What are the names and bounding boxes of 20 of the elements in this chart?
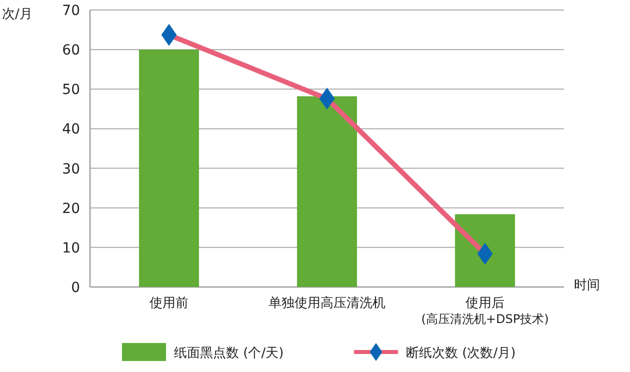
point bbox=[161, 24, 177, 46]
y-tick-label: 40 bbox=[62, 122, 80, 138]
y-tick-label: 50 bbox=[62, 82, 80, 98]
y-tick-label: 20 bbox=[62, 200, 80, 217]
y-tick-label: 10 bbox=[62, 240, 80, 256]
y-tick-label: 60 bbox=[62, 42, 80, 59]
y-tick-label: 0 bbox=[71, 280, 80, 296]
y-tick-label: 70 bbox=[62, 3, 80, 19]
bar bbox=[297, 96, 357, 287]
legend-label: 纸面黑点数 (个/天) bbox=[174, 346, 284, 361]
x-axis-title: 时间 bbox=[574, 278, 600, 293]
y-axis-title: 次/月 bbox=[2, 7, 32, 22]
legend-label: 断纸次数 (次数/月) bbox=[406, 346, 516, 361]
bar bbox=[139, 50, 199, 287]
x-tick-label: 使用前 bbox=[150, 296, 188, 311]
point bbox=[319, 88, 335, 110]
x-tick-label: 使用后 (高压清洗机+DSP技术) bbox=[421, 296, 549, 326]
bar bbox=[455, 214, 515, 287]
y-tick-label: 30 bbox=[62, 161, 80, 178]
x-tick-label: 单独使用高压清洗机 bbox=[268, 295, 386, 311]
